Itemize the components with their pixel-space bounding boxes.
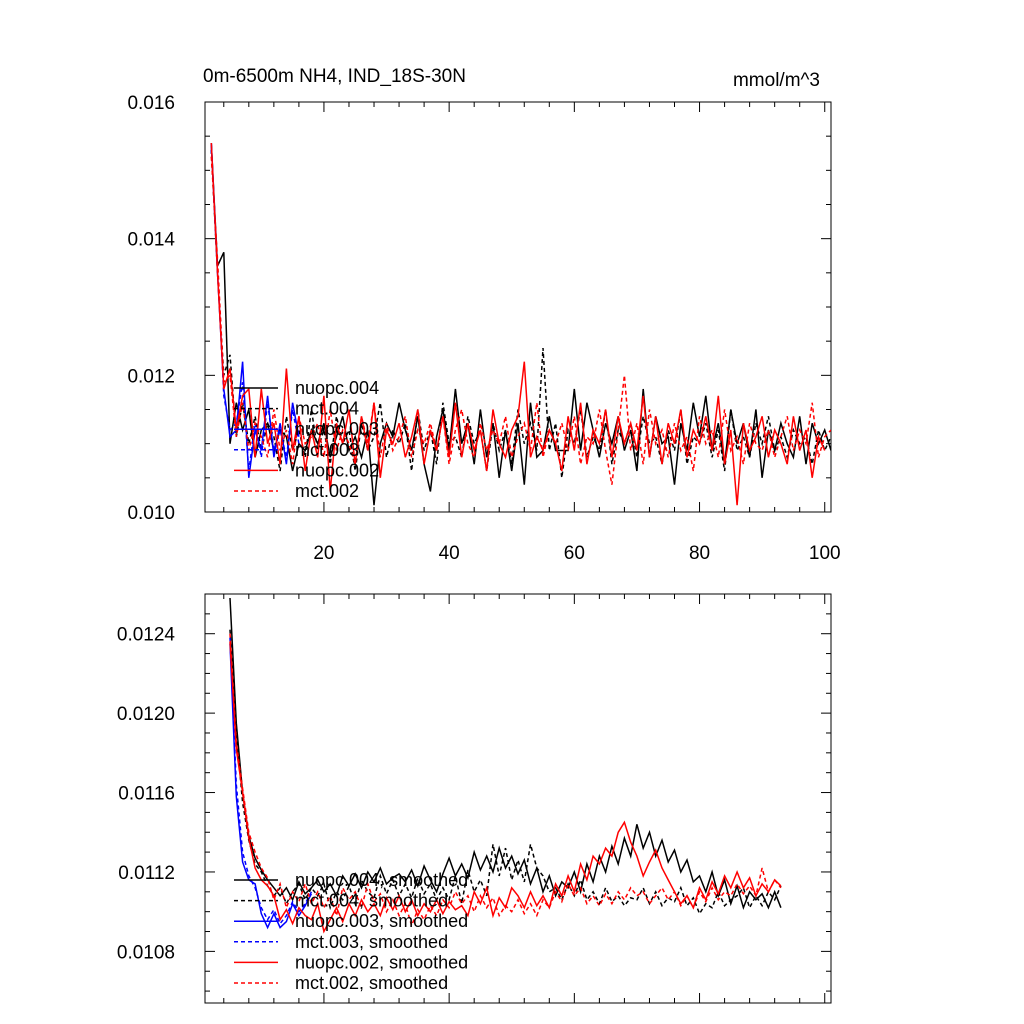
chart-1-plot-area: 20 40 60 80 100 0.010 0.012 0.014 0.016 nuopc.004… [127, 93, 840, 564]
x-tick-label: 20 [313, 543, 334, 564]
series-line-mct-002-smoothed [229, 633, 782, 928]
y-tick-label: 0.0112 [118, 863, 175, 884]
series-line-nuopc-002-smoothed [229, 641, 782, 934]
y-tick-label: 0.012 [127, 366, 175, 387]
series-line-mct-004 [210, 149, 831, 478]
legend-label: mct.004, smoothed [295, 891, 448, 911]
y-tick-label: 0.010 [127, 503, 175, 524]
series-line-mct-002 [210, 156, 831, 485]
y-tick-label: 0.0116 [118, 784, 175, 805]
legend-label: nuopc.002 [295, 460, 379, 480]
series-line-mct-004-smoothed [229, 629, 782, 916]
y-tick-label: 0.0108 [117, 942, 175, 963]
chart-2-plot-area: 0.0108 0.0112 0.0116 0.0120 0.0124 nuopc.004,… [117, 593, 832, 1004]
y-tick-label: 0.0120 [117, 704, 175, 725]
x-tick-label: 60 [564, 543, 585, 564]
legend-label: mct.002, smoothed [295, 973, 448, 993]
legend-label: mct.003, smoothed [295, 932, 448, 952]
chart-1-legend: nuopc.004mct.004nuopc.003mct.003nuopc.00… [234, 378, 379, 501]
legend-label: nuopc.004, smoothed [295, 870, 468, 890]
chart-1-title: 0m-6500m NH4, IND_18S-30N [203, 66, 466, 87]
series-line-nuopc-004 [210, 142, 831, 506]
legend-label: nuopc.003 [295, 419, 379, 439]
series-line-mct-003-smoothed [229, 637, 313, 926]
x-tick-label: 40 [439, 543, 460, 564]
series-line-nuopc-004-smoothed [229, 597, 782, 911]
chart-2-frame [204, 593, 832, 1004]
legend-label: mct.003 [295, 440, 359, 460]
legend-label: nuopc.002, smoothed [295, 952, 468, 972]
legend-label: nuopc.004 [295, 378, 379, 398]
x-tick-label: 100 [809, 543, 841, 564]
y-tick-label: 0.0124 [117, 625, 176, 646]
y-tick-label: 0.016 [127, 93, 175, 114]
series-line-nuopc-002 [210, 142, 826, 506]
x-tick-label: 80 [689, 543, 710, 564]
y-tick-label: 0.014 [127, 230, 175, 251]
legend-label: mct.004 [295, 399, 359, 419]
legend-label: nuopc.003, smoothed [295, 911, 468, 931]
chart-1-units: mmol/m^3 [733, 70, 820, 91]
legend-label: mct.002 [295, 481, 359, 501]
